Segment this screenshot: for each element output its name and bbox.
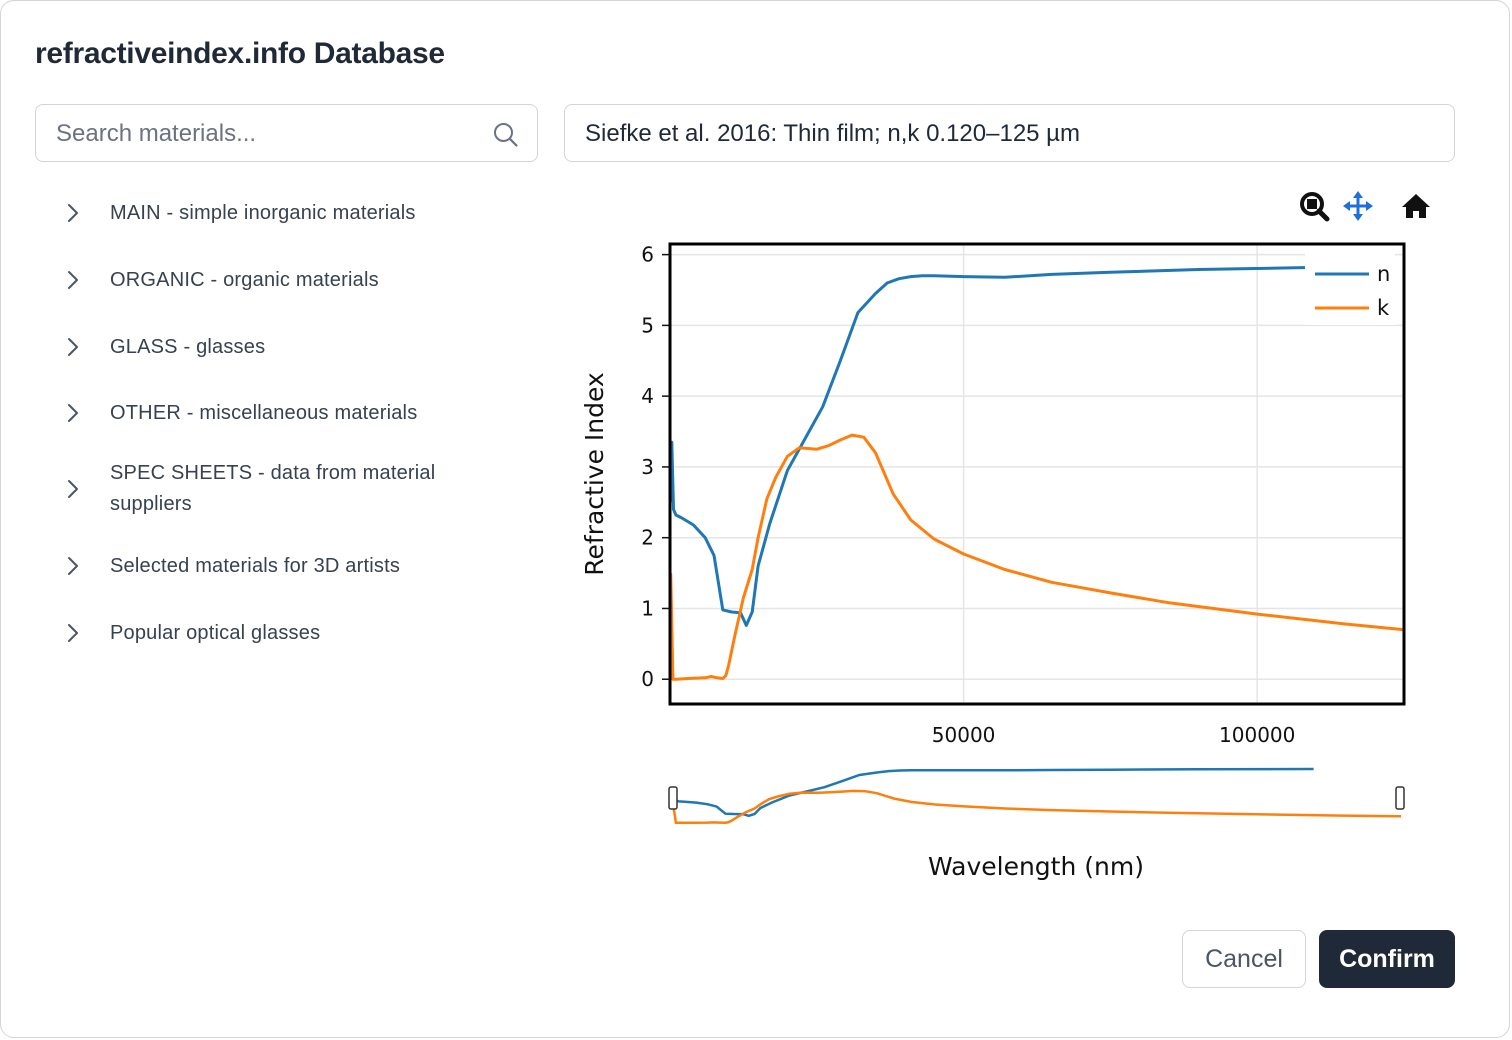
tree-item-organic[interactable]: ORGANIC - organic materials — [57, 264, 527, 296]
series-group — [669, 265, 1405, 681]
y-axis-label: Refractive Index — [580, 372, 609, 575]
chevron-right-icon — [68, 271, 78, 289]
y-tick-label: 0 — [641, 667, 654, 691]
dataset-select[interactable]: Siefke et al. 2016: Thin film; n,k 0.120… — [564, 104, 1455, 162]
dialog-title: refractiveindex.info Database — [35, 37, 445, 70]
home-button[interactable] — [1399, 189, 1433, 223]
legend-background — [1305, 253, 1395, 325]
series-line-k[interactable] — [669, 433, 1405, 681]
plot-frame — [668, 242, 1406, 706]
search-box — [35, 104, 538, 162]
y-tick-label: 6 — [641, 243, 654, 267]
tree-item-label: ORGANIC - organic materials — [110, 268, 379, 291]
tree-item-other[interactable]: OTHER - miscellaneous materials — [57, 397, 527, 429]
x-tick-label: 100000 — [1219, 723, 1295, 747]
y-tick-label: 5 — [641, 313, 654, 337]
series-line-n[interactable] — [669, 265, 1316, 627]
x-tick-label: 50000 — [932, 723, 996, 747]
chevron-right-icon — [68, 338, 78, 356]
range-handle-left[interactable] — [668, 786, 678, 810]
pan-icon — [1343, 191, 1373, 221]
tree-item-label: MAIN - simple inorganic materials — [110, 201, 416, 224]
confirm-button[interactable]: Confirm — [1319, 930, 1455, 988]
chevron-right-icon — [68, 404, 78, 422]
x-axis-label: Wavelength (nm) — [928, 852, 1144, 881]
range-slider[interactable] — [668, 767, 1405, 825]
tree-item-3d-artists[interactable]: Selected materials for 3D artists — [57, 550, 527, 582]
tree-item-label: GLASS - glasses — [110, 335, 266, 358]
grid — [670, 244, 1404, 704]
y-tick-label: 3 — [641, 455, 654, 479]
tree-item-optical-glasses[interactable]: Popular optical glasses — [57, 617, 527, 649]
tree-item-label: Popular optical glasses — [110, 621, 321, 644]
tree-item-glass[interactable]: GLASS - glasses — [57, 331, 527, 363]
legend-label-k[interactable]: k — [1377, 296, 1390, 320]
legend[interactable]: n k — [1305, 253, 1395, 325]
zoom-icon — [1300, 192, 1330, 222]
range-handle-right[interactable] — [1395, 786, 1405, 810]
tree-item-spec-sheets[interactable]: SPEC SHEETS - data from material supplie… — [57, 458, 527, 520]
chevron-right-icon — [68, 480, 78, 498]
tree-item-main[interactable]: MAIN - simple inorganic materials — [57, 197, 527, 229]
search-input[interactable] — [54, 117, 478, 151]
chevron-right-icon — [68, 557, 78, 575]
search-icon[interactable] — [492, 121, 519, 148]
tree-item-label: OTHER - miscellaneous materials — [110, 401, 418, 424]
chevron-right-icon — [68, 624, 78, 642]
y-tick-label: 1 — [641, 596, 654, 620]
cancel-button[interactable]: Cancel — [1182, 930, 1306, 988]
tree-item-label: Selected materials for 3D artists — [110, 554, 401, 577]
y-tick-label: 2 — [641, 526, 654, 550]
home-icon — [1402, 194, 1430, 218]
y-tick-label: 4 — [641, 384, 654, 408]
chevron-right-icon — [68, 204, 78, 222]
x-axis-ticks: 50000 100000 — [932, 723, 1296, 747]
pan-button[interactable] — [1341, 189, 1375, 223]
slider-series-k — [672, 789, 1402, 825]
tree-item-label: SPEC SHEETS - data from material supplie… — [110, 462, 436, 515]
zoom-button[interactable] — [1297, 189, 1331, 223]
y-axis-ticks: 0 1 2 3 4 5 6 — [641, 243, 670, 691]
legend-label-n[interactable]: n — [1377, 262, 1390, 286]
dataset-select-value: Siefke et al. 2016: Thin film; n,k 0.120… — [585, 120, 1080, 147]
